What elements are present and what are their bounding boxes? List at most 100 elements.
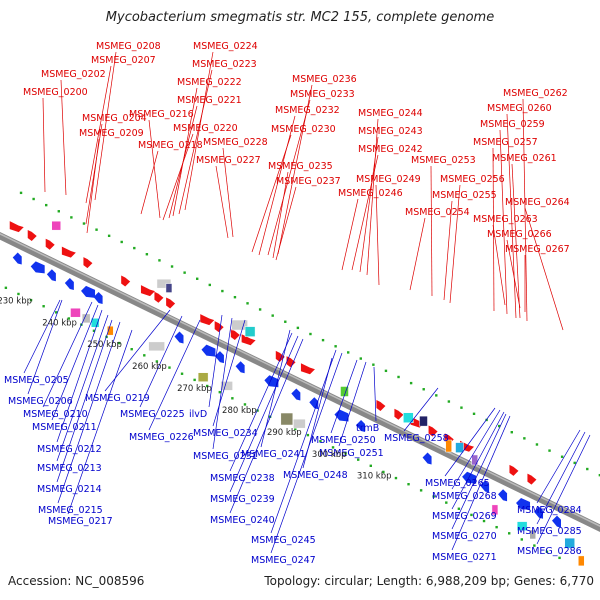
reverse-gene-arrow	[480, 480, 490, 493]
forward-gene-arrow	[214, 321, 224, 333]
top-gene-label: MSMEG_0254	[405, 207, 470, 218]
tick-mark	[258, 308, 262, 311]
tick-mark	[382, 470, 385, 474]
bottom-leader-line	[373, 366, 377, 422]
top-gene-label: MSMEG_0244	[358, 108, 423, 119]
top-leader-line	[258, 115, 296, 256]
tick-mark	[331, 446, 335, 449]
top-gene-label: MSMEG_0224	[193, 41, 258, 52]
top-leader-line	[359, 136, 379, 273]
bottom-leader-line	[212, 319, 246, 427]
feature-box	[445, 439, 452, 453]
tick-mark	[321, 338, 325, 342]
top-gene-label: MSMEG_0255	[432, 190, 497, 201]
top-gene-label: MSMEG_0235	[268, 161, 333, 172]
top-leader-line	[492, 224, 506, 306]
forward-gene-arrow	[45, 238, 55, 250]
bottom-leader-line	[229, 338, 304, 514]
bottom-gene-label: trmB	[356, 423, 379, 434]
reverse-gene-arrow	[498, 489, 508, 502]
reverse-gene-arrow	[93, 292, 103, 305]
tick-mark	[573, 461, 576, 465]
top-leader-line	[251, 134, 292, 253]
top-gene-label: MSMEG_0237	[276, 176, 341, 187]
tick-mark	[372, 363, 375, 366]
scale-label: 270 kbp	[177, 384, 212, 394]
tick-mark	[143, 354, 146, 357]
bottom-leader-line	[451, 411, 505, 510]
feature-box	[280, 412, 294, 426]
gene-labels: MSMEG_0208 MSMEG_0207 MSMEG_0202 MSMEG_0200…	[4, 41, 582, 566]
tick-mark	[193, 378, 196, 382]
top-leader-line	[524, 207, 564, 331]
forward-gene-arrow	[300, 363, 315, 375]
tick-mark	[419, 489, 423, 492]
tick-mark	[397, 375, 400, 379]
bottom-leader-line	[302, 357, 333, 469]
tick-mark	[70, 216, 73, 219]
reverse-gene-arrow	[356, 420, 366, 433]
top-gene-label: MSMEG_0209	[79, 128, 144, 139]
forward-gene-arrow	[140, 285, 155, 297]
tick-mark	[208, 283, 211, 287]
reverse-gene-arrow	[12, 252, 22, 265]
reverse-gene-arrow	[201, 344, 216, 357]
feature-box	[293, 418, 306, 429]
tick-mark	[319, 440, 322, 443]
forward-gene-arrow	[121, 275, 131, 287]
tick-mark	[196, 277, 199, 280]
top-gene-label: MSMEG_0204	[82, 113, 147, 124]
feature-box	[340, 386, 349, 397]
top-leader-line	[443, 200, 453, 301]
bottom-leader-line	[451, 413, 507, 530]
bottom-gene-label: MSMEG_0240	[210, 515, 275, 526]
tick-mark	[92, 329, 96, 332]
reverse-gene-arrow	[551, 515, 561, 528]
tick-mark	[495, 525, 498, 529]
bottom-leader-line	[104, 309, 171, 392]
bottom-gene-label: MSMEG_0269	[432, 511, 497, 522]
top-leader-line	[60, 79, 67, 196]
reverse-gene-arrow	[334, 409, 349, 422]
forward-gene-arrow	[376, 400, 386, 412]
scale-labels: 230 kbp 240 kbp 250 kbp 260 kbp 270 kbp 280 k…	[0, 296, 392, 481]
bottom-gene-label: MSMEG_0234	[193, 428, 258, 439]
tick-mark	[183, 271, 186, 274]
tick-mark	[359, 357, 362, 360]
tick-mark	[445, 501, 448, 504]
forward-gene-arrow	[428, 425, 438, 437]
top-leader-line	[511, 163, 521, 319]
bottom-leader-line	[23, 299, 61, 374]
bottom-gene-label: MSMEG_0214	[37, 484, 102, 495]
label-leaders	[23, 51, 591, 554]
tick-mark	[344, 452, 347, 455]
top-gene-label: MSMEG_0236	[292, 74, 357, 85]
tick-mark	[447, 400, 451, 403]
forward-gene-arrow	[230, 329, 240, 341]
bottom-gene-label: MSMEG_0212	[37, 444, 102, 455]
top-leader-line	[178, 69, 213, 215]
top-leader-line	[506, 239, 521, 309]
bottom-leader-line	[451, 409, 501, 490]
top-leader-line	[409, 217, 426, 291]
tick-mark	[233, 295, 237, 299]
tick-mark	[357, 458, 360, 461]
tick-mark	[533, 544, 536, 547]
bottom-leader-line	[536, 434, 591, 545]
bottom-gene-label: MSMEG_0268	[432, 491, 497, 502]
feature-box	[165, 283, 173, 293]
tick-mark	[95, 228, 98, 231]
bottom-gene-label: MSMEG_0213	[37, 463, 102, 474]
top-leader-line	[184, 51, 214, 211]
bottom-leader-line	[148, 319, 201, 431]
tick-mark	[29, 298, 33, 302]
bottom-gene-label: MSMEG_0225	[120, 409, 185, 420]
gene-tracks	[0, 191, 600, 567]
reverse-gene-arrow	[516, 498, 531, 511]
tick-mark	[482, 519, 486, 523]
forward-gene-arrow	[166, 297, 176, 309]
tick-mark	[394, 476, 398, 480]
bottom-leader-line	[229, 335, 299, 493]
top-gene-label: MSMEG_0228	[203, 137, 268, 148]
feature-box	[578, 555, 585, 567]
